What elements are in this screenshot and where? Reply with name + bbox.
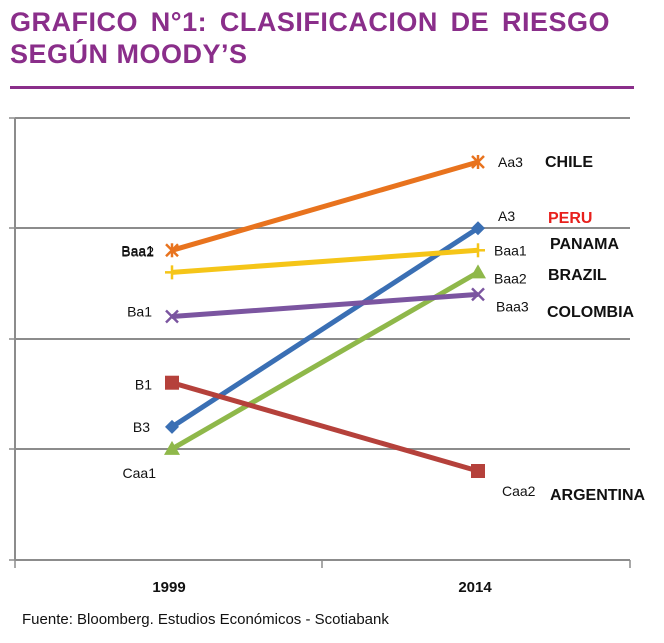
- data-label-argentina-2014: Caa2: [502, 483, 536, 499]
- series-line-peru: [170, 226, 480, 429]
- series-name-peru: PERU: [548, 210, 592, 227]
- series-line-argentina: [171, 380, 479, 474]
- point-colombia-1999: [165, 309, 179, 324]
- data-label-brazil-2014: Baa2: [494, 270, 527, 286]
- point-colombia-2014: [471, 287, 485, 302]
- data-label-peru-1999: B3: [133, 419, 150, 435]
- data-label-chile-2014: Aa3: [498, 154, 523, 170]
- point-peru-1999: [165, 419, 179, 434]
- series-name-brazil: BRAZIL: [548, 267, 607, 284]
- data-label-colombia-2014: Baa3: [496, 298, 529, 314]
- series-line-colombia: [171, 291, 479, 319]
- point-panama-1999: [165, 265, 179, 280]
- point-brazil-2014: [470, 264, 486, 279]
- title-rule: [10, 86, 634, 89]
- data-label-peru-2014: A3: [498, 208, 515, 224]
- data-label-argentina-1999: B1: [135, 377, 152, 393]
- point-argentina-1999: [165, 375, 179, 390]
- series-line-chile: [171, 159, 479, 253]
- series-name-argentina: ARGENTINA: [550, 487, 646, 504]
- data-label-panama-1999: Baa2: [121, 243, 154, 259]
- source-note: Fuente: Bloomberg. Estudios Económicos -…: [22, 611, 389, 628]
- series-name-panama: PANAMA: [550, 236, 619, 253]
- x-tick-label-1999: 1999: [152, 579, 185, 596]
- data-label-panama-2014: Baa1: [494, 242, 527, 258]
- point-chile-1999: [165, 243, 179, 258]
- point-chile-2014: [471, 155, 485, 169]
- point-argentina-2014: [471, 464, 485, 478]
- title-line-2: SEGÚN MOODY’S: [10, 39, 248, 69]
- point-panama-2014: [471, 243, 485, 258]
- data-label-brazil-1999: Caa1: [123, 465, 157, 481]
- title-line-1: GRAFICO N°1: CLASIFICACION DE RIESGO: [10, 7, 610, 37]
- point-brazil-1999: [164, 440, 180, 455]
- point-peru-2014: [471, 221, 485, 236]
- data-label-colombia-1999: Ba1: [127, 304, 152, 320]
- chart-title: GRAFICO N°1: CLASIFICACION DE RIESGO SEG…: [10, 6, 610, 70]
- series-line-brazil: [170, 270, 480, 452]
- series-name-chile: CHILE: [545, 154, 593, 171]
- series-name-colombia: COLOMBIA: [547, 304, 635, 321]
- x-tick-label-2014: 2014: [458, 579, 492, 596]
- data-label-chile-1999: Baa1: [121, 242, 154, 258]
- series-line-panama: [171, 247, 479, 275]
